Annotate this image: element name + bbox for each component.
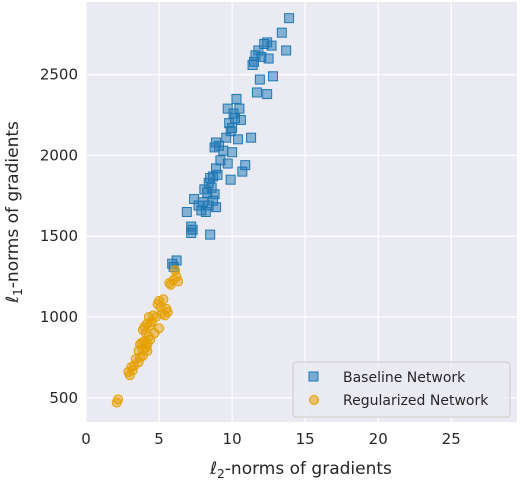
data-point-baseline-network xyxy=(251,87,262,98)
x-tick-label: 25 xyxy=(442,430,461,448)
data-point-baseline-network xyxy=(205,229,216,240)
legend-marker-baseline xyxy=(308,371,319,382)
x-tick-label: 0 xyxy=(81,430,91,448)
data-point-baseline-network xyxy=(281,45,292,56)
y-tick-label: 2000 xyxy=(40,146,78,164)
plot-background xyxy=(86,2,517,422)
data-point-regularized-network xyxy=(111,397,122,408)
data-point-baseline-network xyxy=(263,53,274,64)
data-point-baseline-network xyxy=(232,134,243,145)
data-point-baseline-network xyxy=(276,27,287,38)
data-point-baseline-network xyxy=(200,207,211,217)
data-points xyxy=(111,13,295,408)
data-point-regularized-network xyxy=(124,370,135,381)
data-point-baseline-network xyxy=(186,228,197,238)
x-axis-title-subscript: 2 xyxy=(217,467,225,480)
legend-label-regularized: Regularized Network xyxy=(343,393,489,409)
y-tick-label: 2500 xyxy=(40,66,78,84)
data-point-baseline-network xyxy=(254,74,265,85)
data-point-baseline-network xyxy=(227,147,238,158)
grid-lines xyxy=(85,2,517,422)
x-tick-labels: 0 5 10 15 20 25 xyxy=(81,430,461,448)
y-axis-title-subscript: 1 xyxy=(11,288,25,296)
data-point-baseline-network xyxy=(268,71,279,82)
y-axis-title: ℓ1-norms of gradients xyxy=(3,121,25,304)
data-point-baseline-network xyxy=(225,174,236,185)
data-point-regularized-network xyxy=(154,323,165,334)
data-point-baseline-network xyxy=(181,207,192,217)
data-point-baseline-network xyxy=(209,142,220,153)
x-axis-title-text: -norms of gradients xyxy=(225,459,392,479)
legend-box xyxy=(292,361,511,418)
x-tick-label: 15 xyxy=(296,430,315,448)
data-point-baseline-network xyxy=(259,39,270,49)
y-axis-title-script: ℓ xyxy=(3,296,23,304)
data-point-regularized-network xyxy=(165,279,176,290)
data-point-baseline-network xyxy=(246,132,257,143)
y-axis-title-text: -norms of gradients xyxy=(3,121,23,288)
data-point-baseline-network xyxy=(284,13,295,24)
x-tick-label: 10 xyxy=(223,430,242,448)
legend-marker-regularized xyxy=(309,395,319,405)
x-axis-title-script: ℓ xyxy=(209,459,217,479)
y-tick-label: 500 xyxy=(49,389,78,407)
data-point-baseline-network xyxy=(222,158,233,169)
legend: Baseline Network Regularized Network xyxy=(292,361,511,418)
data-point-baseline-network xyxy=(221,132,232,143)
y-tick-label: 1000 xyxy=(40,308,78,326)
data-point-baseline-network xyxy=(262,89,273,100)
x-tick-label: 20 xyxy=(369,430,388,448)
data-point-baseline-network xyxy=(231,93,242,104)
data-point-baseline-network xyxy=(211,202,222,213)
y-tick-label: 1500 xyxy=(40,227,78,245)
data-point-baseline-network xyxy=(237,166,248,177)
series-regularized-network xyxy=(111,265,184,408)
x-axis-title: ℓ2-norms of gradients xyxy=(209,459,392,480)
y-tick-labels: 500 1000 1500 2000 2500 xyxy=(40,66,78,407)
x-tick-label: 5 xyxy=(154,430,164,448)
data-point-baseline-network xyxy=(247,60,258,70)
legend-label-baseline: Baseline Network xyxy=(343,370,466,386)
data-point-baseline-network xyxy=(218,145,229,156)
series-baseline-network xyxy=(167,13,295,272)
